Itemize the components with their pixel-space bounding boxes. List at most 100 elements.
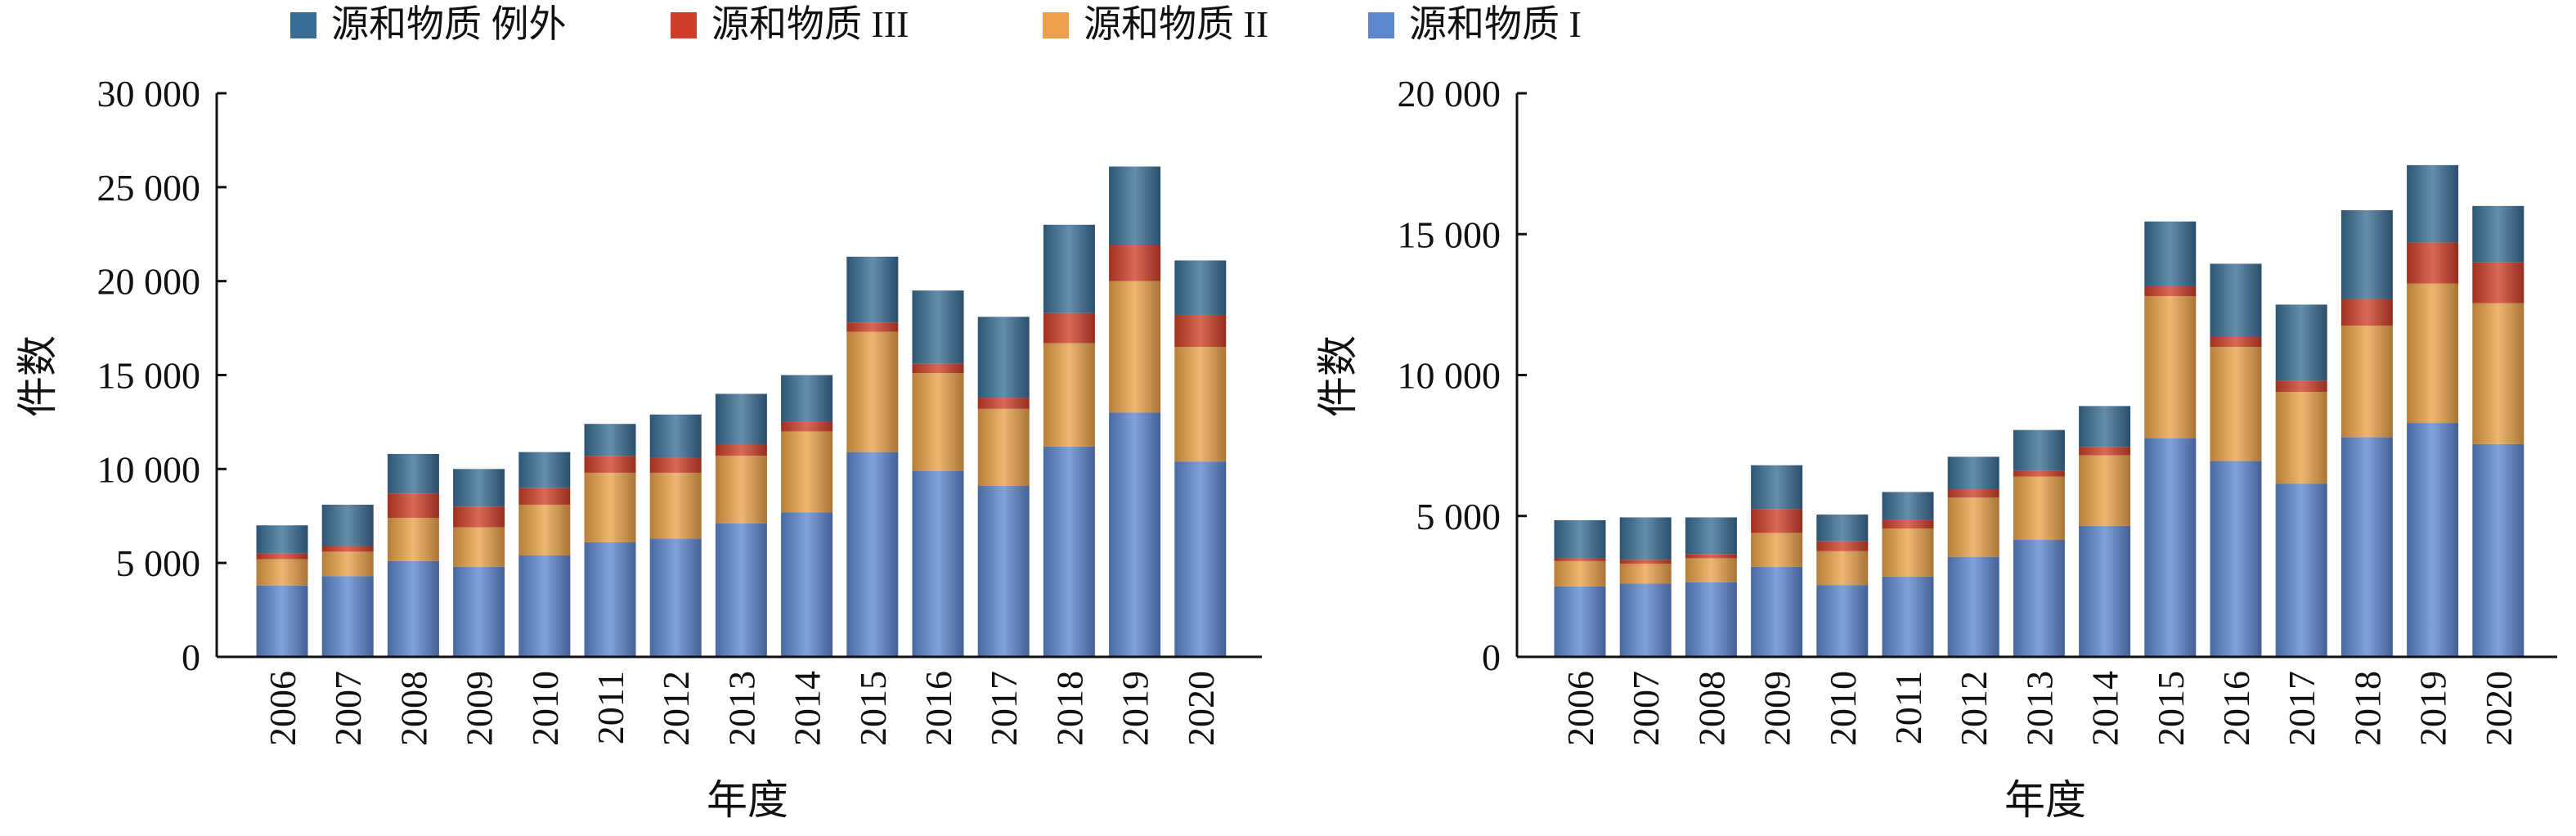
bar-class2-2006: [256, 559, 308, 586]
bar-exception-2010: [1816, 515, 1869, 542]
bar-class1-2009: [1751, 566, 1803, 657]
y-tick-label: 20 000: [97, 261, 201, 303]
x-axis-title: 年度: [707, 777, 788, 823]
bar-class3-2017: [2275, 380, 2327, 393]
bar-class2-2011: [1882, 528, 1934, 577]
bar-class1-2016: [912, 470, 964, 657]
bar-exception-2013: [2013, 429, 2065, 471]
y-tick-label: 0: [1482, 636, 1501, 678]
bar-class2-2010: [1816, 551, 1869, 586]
bar-exception-2020: [2472, 205, 2524, 263]
left-chart: 0 5 000 10 000 15 000 20 000 25 000 30 000 2006…: [15, 73, 1262, 823]
bar-class2-2017: [2275, 392, 2327, 484]
bar-class1-2014: [781, 512, 833, 657]
bar-class3-2012: [1947, 489, 1999, 498]
bar-class3-2014: [2079, 447, 2131, 456]
x-tick-label: 2009: [1757, 671, 1798, 746]
x-tick-label: 2017: [2281, 671, 2322, 746]
bar-class3-2016: [2210, 336, 2262, 348]
x-tick-label: 2018: [1048, 671, 1090, 746]
bar-exception-2012: [649, 414, 702, 458]
x-tick-label: 2015: [852, 671, 894, 746]
bar-class1-2008: [387, 560, 439, 657]
bar-class2-2020: [2472, 303, 2524, 444]
x-tick-label: 2007: [1625, 671, 1667, 746]
bar-class2-2008: [387, 518, 439, 561]
bar-class1-2010: [1816, 585, 1869, 657]
bar-class2-2009: [1751, 533, 1803, 567]
bar-class2-2012: [649, 472, 702, 539]
x-tick-label: 2007: [327, 671, 369, 746]
bar-class2-2014: [781, 431, 833, 513]
bar-class1-2015: [2144, 438, 2197, 657]
x-tick-label: 2014: [787, 671, 828, 746]
bar-class2-2018: [1043, 343, 1095, 447]
bar-class2-2007: [321, 551, 374, 577]
legend-label-exception: 源和物质 例外: [331, 3, 567, 45]
right-chart: 0 5 000 10 000 15 000 20 000 2006 2007 2008 2009…: [1315, 73, 2557, 823]
bar-class1-2006: [256, 585, 308, 657]
bar-class2-2013: [715, 456, 767, 524]
legend-label-class2: 源和物质 II: [1084, 3, 1268, 45]
bar-exception-2017: [977, 317, 1030, 398]
y-tick-label: 10 000: [97, 448, 201, 490]
x-tick-label: 2006: [262, 671, 303, 746]
bar-exception-2008: [387, 453, 439, 494]
bar-class1-2017: [977, 486, 1030, 657]
bar-class3-2011: [584, 456, 636, 473]
bar-exception-2016: [2210, 263, 2262, 337]
x-axis-title: 年度: [2004, 777, 2086, 823]
bar-exception-2015: [2144, 221, 2197, 286]
bar-exception-2018: [2340, 209, 2393, 299]
bar-class3-2019: [1109, 245, 1161, 281]
bar-class1-2007: [321, 576, 374, 657]
bar-class1-2018: [1043, 446, 1095, 657]
bar-class1-2014: [2079, 525, 2131, 657]
bar-exception-2006: [1554, 519, 1606, 559]
bar-class2-2008: [1685, 558, 1737, 582]
bar-class1-2006: [1554, 586, 1606, 657]
bar-class3-2013: [2013, 470, 2065, 477]
x-tick-label: 2008: [393, 671, 434, 746]
bar-class1-2017: [2275, 483, 2327, 657]
bar-class2-2019: [2407, 283, 2459, 424]
bar-class3-2019: [2407, 242, 2459, 284]
bar-class1-2011: [584, 542, 636, 657]
bar-class1-2008: [1685, 582, 1737, 657]
bar-class2-2015: [846, 331, 899, 452]
legend-swatch-class1: [1368, 12, 1394, 38]
bar-class3-2010: [1816, 541, 1869, 551]
x-tick-label: 2015: [2150, 671, 2192, 746]
bar-class1-2012: [649, 538, 702, 657]
bar-class3-2014: [781, 421, 833, 432]
bar-class2-2015: [2144, 296, 2197, 439]
x-tick-label: 2006: [1560, 671, 1601, 746]
bar-class3-2016: [912, 363, 964, 374]
x-tick-label: 2008: [1690, 671, 1732, 746]
bar-exception-2014: [2079, 406, 2131, 447]
x-tick-label: 2016: [2215, 671, 2257, 746]
bar-class1-2020: [2472, 443, 2524, 657]
bar-class2-2007: [1619, 564, 1672, 584]
bar-exception-2010: [518, 452, 571, 488]
bar-class3-2017: [977, 398, 1030, 409]
bar-class1-2020: [1174, 461, 1227, 657]
x-tick-label: 2019: [2412, 671, 2454, 746]
bar-class2-2014: [2079, 455, 2131, 526]
y-axis-title: 件数: [15, 335, 61, 417]
bar-class3-2006: [256, 553, 308, 560]
legend: 源和物质 例外 源和物质 III 源和物质 II 源和物质 I: [290, 3, 1582, 45]
x-tick-label: 2010: [524, 671, 566, 746]
y-tick-label: 10 000: [1398, 355, 1501, 397]
y-tick-label: 5 000: [1416, 496, 1501, 537]
bar-class3-2008: [1685, 554, 1737, 559]
bar-class2-2017: [977, 408, 1030, 487]
bar-exception-2017: [2275, 304, 2327, 381]
bar-class3-2008: [387, 493, 439, 519]
legend-label-class3: 源和物质 III: [711, 3, 909, 45]
bar-exception-2008: [1685, 517, 1737, 555]
bar-class2-2018: [2340, 326, 2393, 438]
bar-exception-2007: [1619, 517, 1672, 560]
bar-class1-2015: [846, 452, 899, 657]
